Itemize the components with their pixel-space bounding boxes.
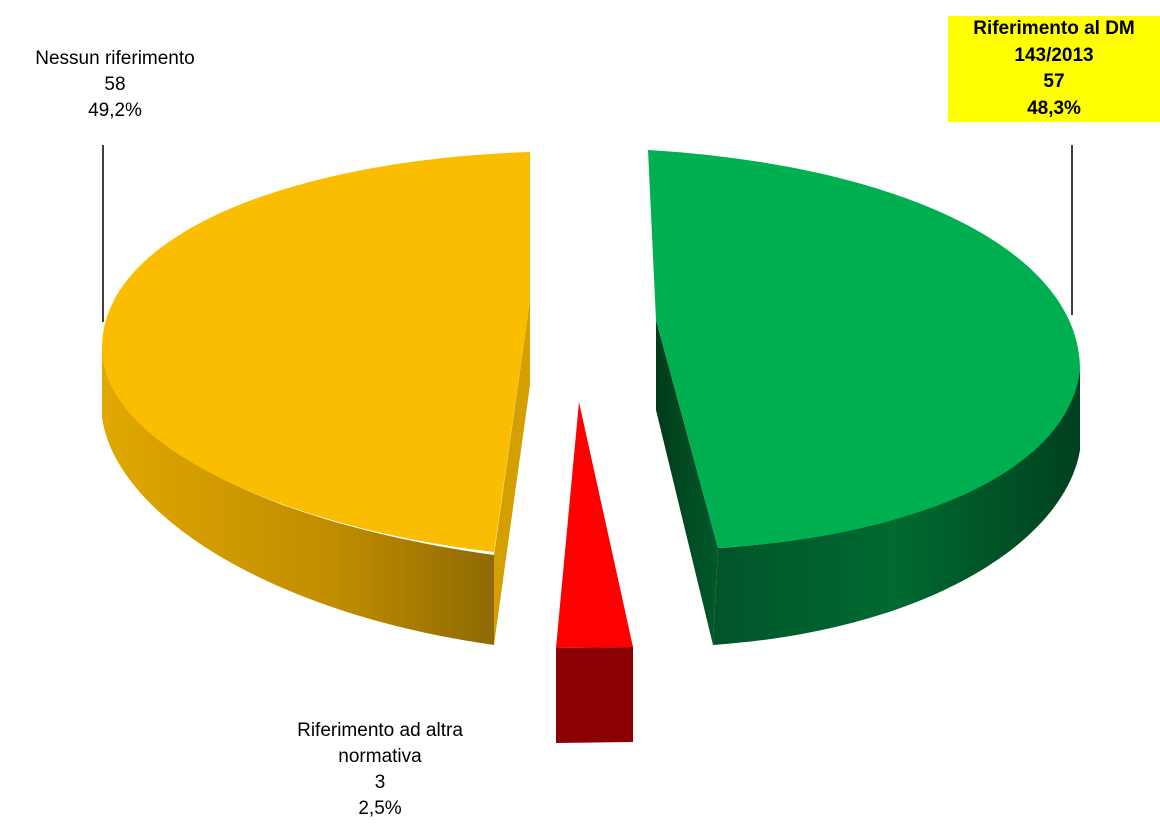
slice-label-line: Riferimento ad altra [297,720,463,741]
slice-cut-nessun-riferimento [494,300,530,645]
slice-percent: 2,5% [358,798,402,819]
slice-top-altra-normativa [556,402,633,648]
slice-label-nessun-riferimento: Nessun riferimento 58 49,2% [0,46,230,124]
slice-side-riferimento-dm [713,370,1080,645]
slice-top-nessun-riferimento [101,152,531,552]
slice-label-line: Nessun riferimento [35,48,195,69]
slice-label-riferimento-dm: Riferimento al DM 143/2013 57 48,3% [948,16,1160,122]
slice-label-line: normativa [338,746,422,767]
slice-top-riferimento-dm [648,150,1080,548]
slice-side-altra-normativa [556,647,633,743]
slice-side-nessun-riferimento [102,350,494,645]
slice-percent: 49,2% [88,100,142,121]
slice-percent: 48,3% [1027,97,1081,119]
slice-label-line: 143/2013 [1014,44,1094,66]
slice-label-altra-normativa: Riferimento ad altra normativa 3 2,5% [230,718,530,822]
slice-label-line: Riferimento al DM [973,18,1135,39]
slice-value: 57 [1043,71,1065,92]
slice-value: 58 [104,74,126,95]
slice-cut-riferimento-dm [656,320,718,645]
slice-value: 3 [374,772,386,793]
